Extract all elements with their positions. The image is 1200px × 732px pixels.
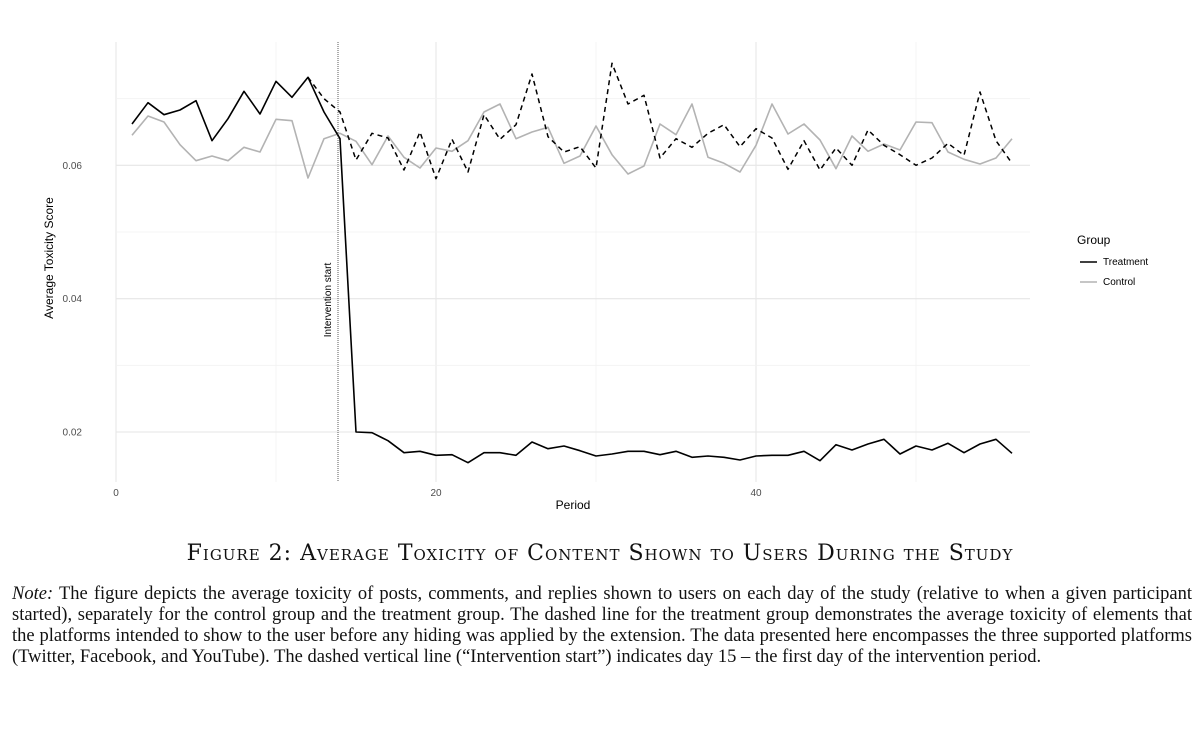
intervention-label: Intervention start: [323, 263, 334, 338]
x-tick-label: 0: [113, 488, 119, 499]
y-tick-label: 0.02: [63, 428, 83, 439]
grid: [115, 42, 1030, 482]
caption-prefix: Figure 2:: [186, 541, 293, 566]
figure-note: Note: The figure depicts the average tox…: [12, 584, 1192, 668]
legend: Group Treatment Control: [1077, 233, 1148, 288]
tick-labels: 0 20 40 0.02 0.04 0.06: [63, 161, 762, 499]
annotation-layer: Intervention start: [323, 42, 339, 482]
note-text: The figure depicts the average toxicity …: [12, 584, 1192, 667]
chart: Intervention start 0 20 40 0.02 0.04 0.06 Per…: [42, 42, 1148, 512]
x-tick-label: 40: [750, 488, 762, 499]
series-line-treatment-intended: [307, 62, 1013, 180]
y-axis-title: Average Toxicity Score: [42, 197, 56, 319]
series-line-control: [131, 103, 1013, 179]
legend-title: Group: [1077, 233, 1111, 247]
y-tick-label: 0.06: [63, 161, 83, 172]
y-tick-label: 0.04: [63, 294, 83, 305]
x-axis-title: Period: [556, 498, 591, 512]
x-tick-label: 20: [430, 488, 442, 499]
legend-label-control: Control: [1103, 277, 1135, 288]
series-line-treatment: [131, 76, 1013, 464]
caption-text: Average Toxicity of Content Shown to Use…: [300, 541, 1014, 566]
series-layer: [131, 62, 1013, 464]
legend-label-treatment: Treatment: [1103, 257, 1148, 268]
note-label: Note:: [12, 584, 54, 604]
figure-caption: Figure 2: Average Toxicity of Content Sh…: [0, 541, 1200, 566]
